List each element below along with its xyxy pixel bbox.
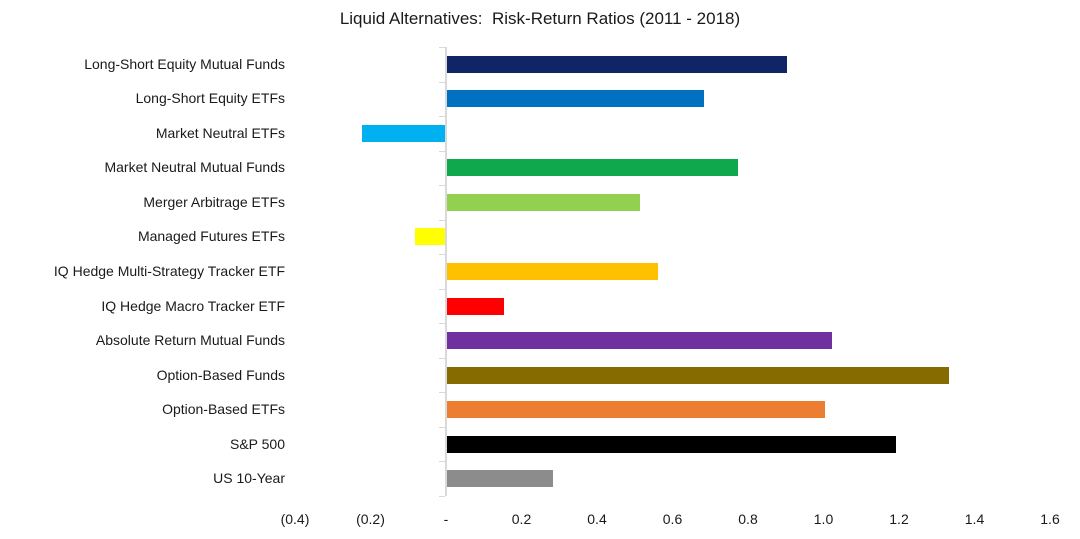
category-axis-tick — [439, 323, 445, 325]
chart-bar — [447, 470, 553, 488]
category-axis-tick — [439, 496, 445, 497]
chart-bar — [447, 366, 950, 384]
chart-bar — [447, 401, 825, 419]
x-axis-tick-label: 1.0 — [813, 511, 834, 527]
category-axis-tick — [439, 116, 445, 118]
category-axis-tick — [439, 219, 445, 221]
x-axis-tick-label: - — [443, 511, 449, 527]
x-axis-tick-label: 1.2 — [889, 511, 909, 527]
category-axis-tick — [439, 254, 445, 256]
chart-bar — [447, 297, 504, 315]
category-label: Option-Based ETFs — [162, 401, 285, 418]
chart-bar — [447, 55, 787, 73]
category-label: Long-Short Equity Mutual Funds — [84, 55, 285, 72]
category-axis-tick — [439, 185, 445, 187]
x-axis-tick-label: 1.4 — [964, 511, 985, 527]
category-axis-tick — [439, 288, 445, 290]
category-label: Market Neutral ETFs — [155, 124, 285, 141]
x-axis-tick-label: 0.2 — [511, 511, 532, 527]
category-label: IQ Hedge Multi-Strategy Tracker ETF — [53, 263, 285, 279]
x-axis-tick-label: 0.4 — [587, 511, 607, 527]
chart-title: Liquid Alternatives: Risk-Return Ratios … — [339, 9, 741, 28]
chart-bar — [447, 263, 659, 280]
category-label: S&P 500 — [229, 435, 285, 452]
chart-bar — [414, 228, 445, 246]
category-axis-tick — [439, 392, 445, 394]
x-axis-tick-label: 0.6 — [662, 511, 683, 527]
chart-bar — [447, 435, 897, 453]
x-axis-tick-label: (0.2) — [356, 511, 385, 527]
category-label: IQ Hedge Macro Tracker ETF — [101, 297, 285, 314]
chart-bar — [447, 193, 640, 211]
x-axis-tick-label: 1.6 — [1040, 511, 1060, 527]
chart-bar — [447, 159, 738, 177]
category-axis-line — [445, 47, 447, 496]
category-label: Absolute Return Mutual Funds — [95, 332, 285, 349]
chart-bar — [447, 90, 704, 108]
x-axis-tick-label: (0.4) — [280, 511, 310, 527]
x-axis-tick-label: 0.8 — [738, 511, 758, 527]
category-axis-tick — [439, 426, 445, 428]
category-label: Market Neutral Mutual Funds — [104, 159, 285, 176]
category-axis-tick — [439, 81, 445, 83]
category-axis-tick — [439, 357, 445, 359]
category-axis-tick — [439, 150, 445, 152]
category-label: Option-Based Funds — [156, 366, 285, 383]
chart-bar — [361, 124, 445, 142]
chart-bar — [447, 332, 833, 350]
category-axis-tick — [439, 461, 445, 463]
category-label: Merger Arbitrage ETFs — [143, 193, 285, 210]
category-label: Managed Futures ETFs — [137, 228, 285, 245]
category-label: US 10-Year — [213, 470, 285, 487]
category-axis-tick — [439, 47, 445, 48]
category-label: Long-Short Equity ETFs — [135, 90, 285, 107]
